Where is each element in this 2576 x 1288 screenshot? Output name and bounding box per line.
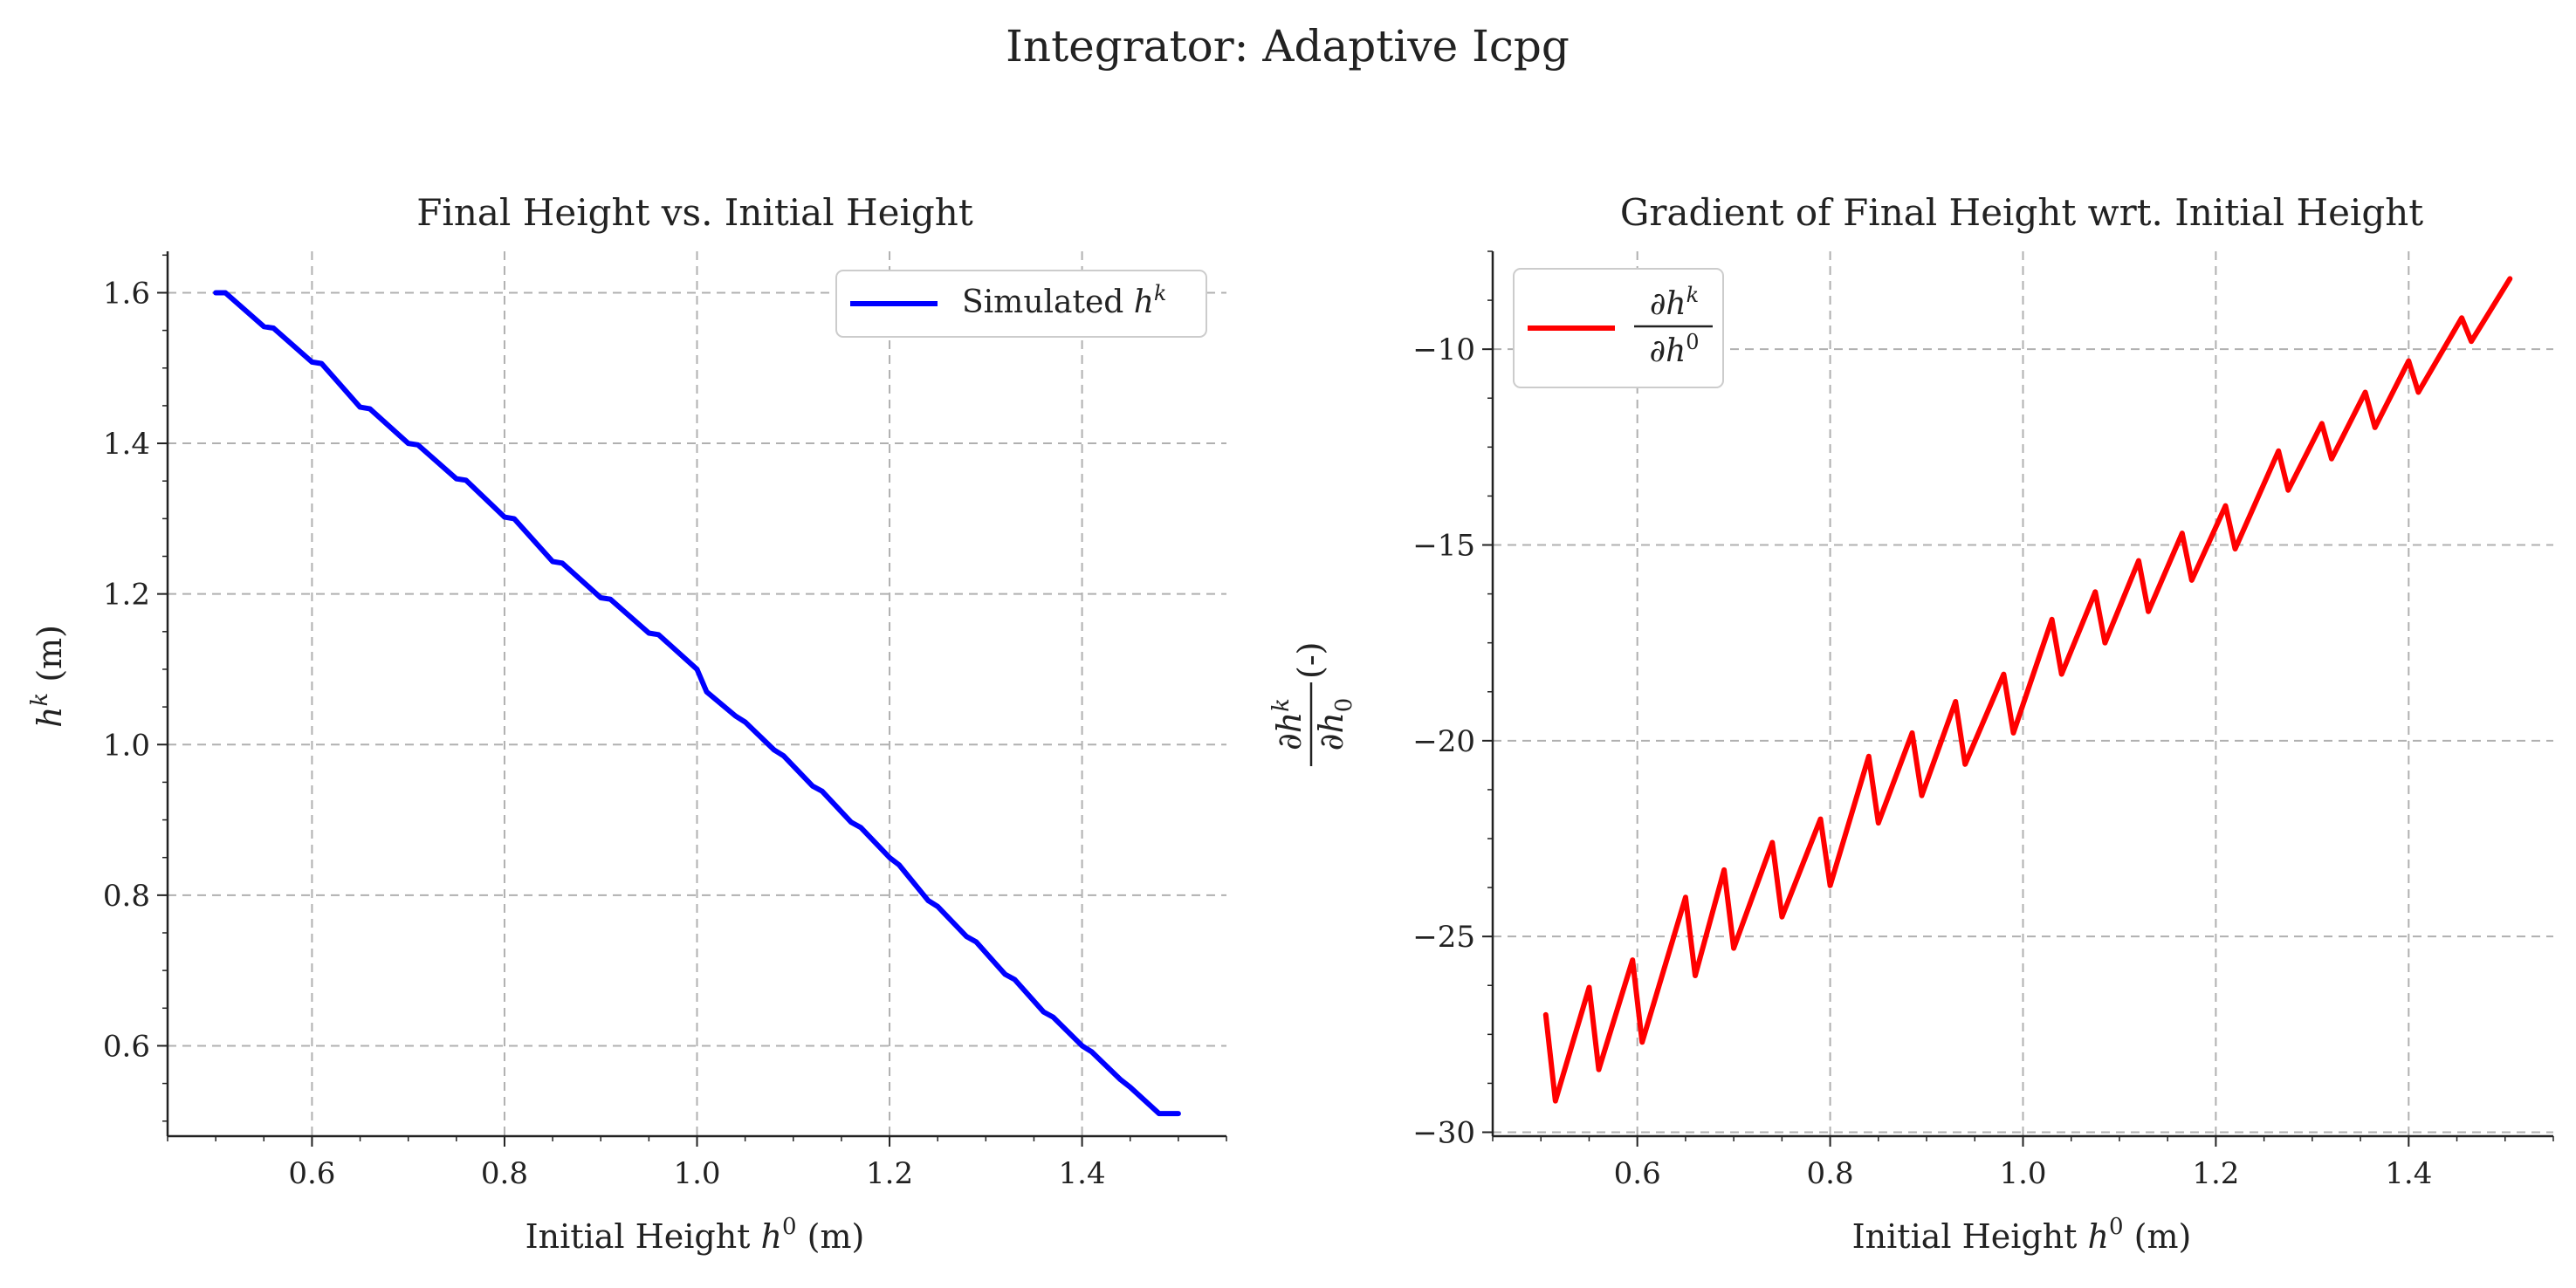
gradient-chart-y-label-denominator: ∂h0 <box>1312 698 1357 751</box>
height-chart-y-tick-label: 0.6 <box>103 1029 150 1064</box>
gradient-chart-grid <box>1493 251 2553 1136</box>
gradient-chart-x-tick-label: 1.4 <box>2385 1156 2432 1191</box>
height-chart-legend-box <box>835 270 1207 338</box>
gradient-chart-y-axis-label: ∂hk ∂h0 (-) <box>1268 642 1357 766</box>
gradient-chart-legend: ∂hk ∂h0 <box>1513 268 1724 388</box>
height-chart-plot-area <box>213 290 1181 1117</box>
gradient-chart-y-label-numerator: ∂hk <box>1268 698 1309 750</box>
height-chart-y-ticks: 0.6 0.8 1.0 1.2 1.4 1.6 <box>103 254 168 1122</box>
height-chart-x-tick-label: 1.2 <box>866 1156 913 1191</box>
gradient-chart-legend-numerator: ∂hk <box>1650 283 1699 322</box>
height-chart-series-line-0 <box>213 290 1181 1117</box>
height-chart-x-tick-label: 0.6 <box>288 1156 335 1191</box>
gradient-chart-y-ticks: −30 −25 −20 −15 −10 <box>1412 250 1493 1151</box>
gradient-chart-plot-area <box>1542 276 2513 1104</box>
height-chart-panel: Final Height vs. Initial Height 0.6 0.8 1.… <box>27 191 1227 1256</box>
height-chart-y-tick-label: 1.0 <box>103 728 150 763</box>
height-chart-legend: Simulated hk <box>835 270 1207 338</box>
height-chart-y-tick-label: 1.4 <box>103 427 150 462</box>
gradient-chart-x-axis-label: Initial Height h0 (m) <box>1852 1214 2192 1256</box>
gradient-chart-x-tick-label: 1.0 <box>1999 1156 2046 1191</box>
height-chart-y-tick-label: 0.8 <box>103 879 150 914</box>
height-chart-x-axis-label: Initial Height h0 (m) <box>526 1214 865 1256</box>
height-chart-x-tick-label: 1.0 <box>673 1156 720 1191</box>
height-chart-y-tick-label: 1.6 <box>103 276 150 311</box>
height-chart-legend-label: Simulated hk <box>962 281 1166 320</box>
height-chart-title: Final Height vs. Initial Height <box>416 191 973 234</box>
gradient-chart-y-tick-label: −30 <box>1412 1116 1475 1151</box>
gradient-chart-x-ticks: 0.6 0.8 1.0 1.2 1.4 <box>1492 1136 2554 1191</box>
gradient-chart-y-tick-label: −20 <box>1412 724 1475 759</box>
gradient-chart-y-tick-label: −25 <box>1412 920 1475 955</box>
height-chart-x-tick-label: 0.8 <box>481 1156 528 1191</box>
gradient-chart-legend-box <box>1513 268 1724 388</box>
gradient-chart-title: Gradient of Final Height wrt. Initial He… <box>1620 191 2423 234</box>
gradient-chart-y-tick-label: −15 <box>1412 529 1475 564</box>
height-chart-y-tick-label: 1.2 <box>103 578 150 613</box>
height-chart-x-tick-label: 1.4 <box>1059 1156 1106 1191</box>
gradient-chart-series-line-0 <box>1542 276 2513 1104</box>
figure-suptitle: Integrator: Adaptive Icpg <box>1006 21 1570 72</box>
height-chart-x-ticks: 0.6 0.8 1.0 1.2 1.4 <box>167 1136 1227 1191</box>
gradient-chart-legend-denominator: ∂h0 <box>1649 330 1699 369</box>
gradient-chart-x-tick-label: 1.2 <box>2192 1156 2239 1191</box>
gradient-chart-y-label-unit: (-) <box>1291 642 1329 680</box>
gradient-chart-y-tick-label: −10 <box>1412 332 1475 367</box>
height-chart-y-axis-label: hk (m) <box>27 625 69 728</box>
gradient-chart-x-tick-label: 0.6 <box>1614 1156 1661 1191</box>
gradient-chart-panel: Gradient of Final Height wrt. Initial He… <box>1268 191 2554 1256</box>
gradient-chart-x-tick-label: 0.8 <box>1807 1156 1854 1191</box>
